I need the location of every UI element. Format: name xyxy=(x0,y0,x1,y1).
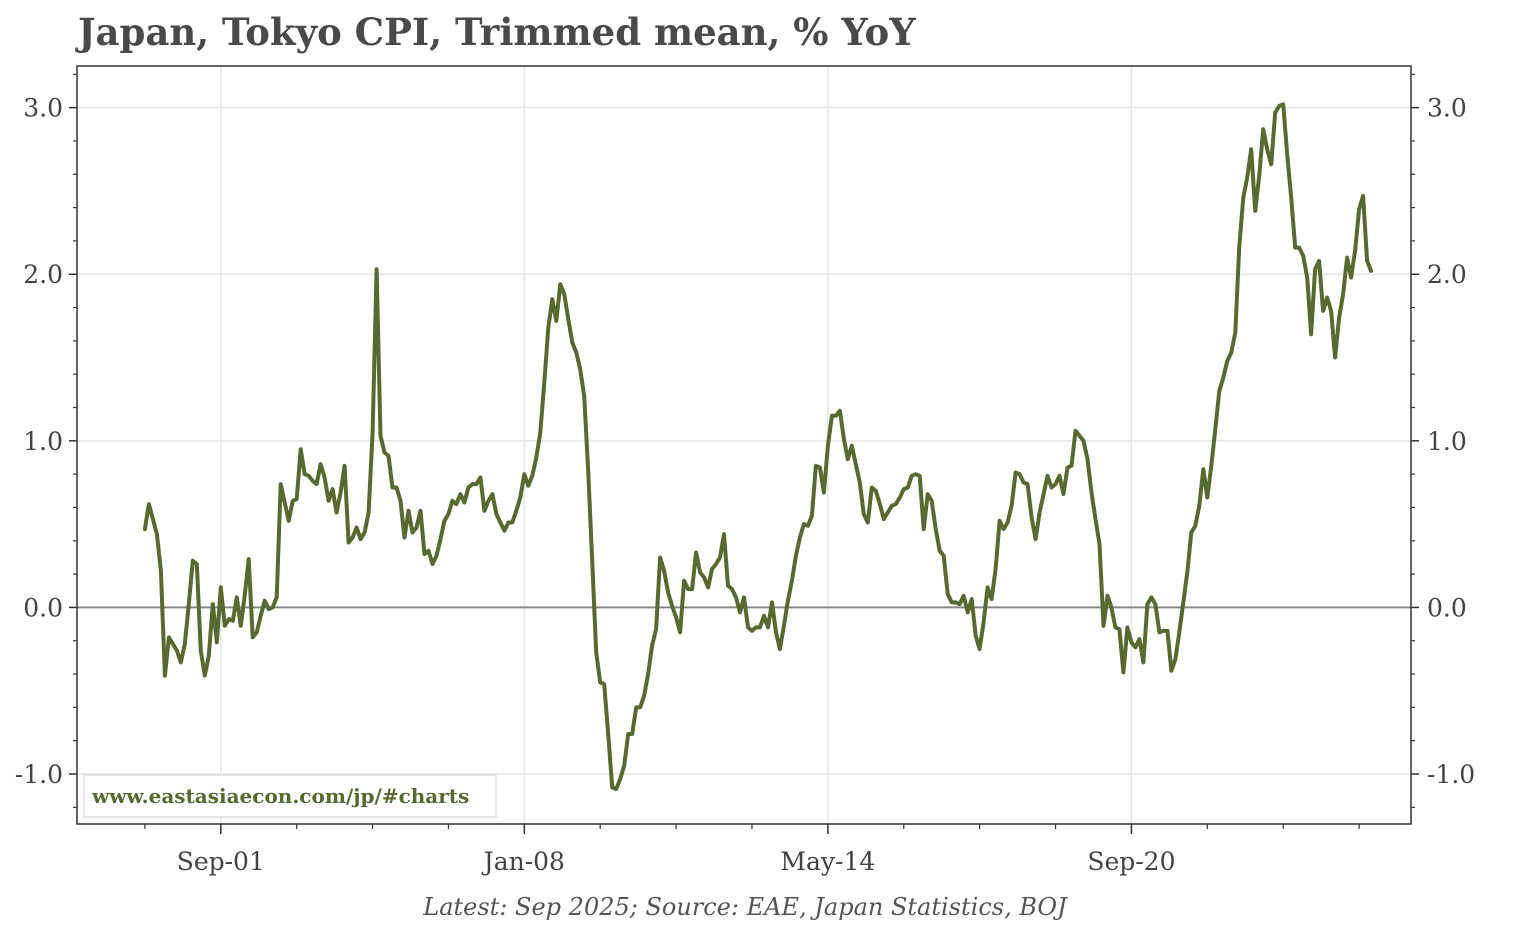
x-tick-label: May-14 xyxy=(780,847,875,876)
y-tick-label-left: 1.0 xyxy=(23,427,63,456)
axis-layer: -1.0 -1.0 0.0 0.0 1.0 1.0 2.0 2.0 3.0 3.0 Sep-01 Ja… xyxy=(15,73,1475,876)
x-tick-label: Sep-01 xyxy=(177,847,265,876)
y-tick-label-right: 1.0 xyxy=(1427,427,1467,456)
chart-title: Japan, Tokyo CPI, Trimmed mean, % YoY xyxy=(78,10,916,54)
y-tick-label-right: 2.0 xyxy=(1427,260,1467,289)
y-tick-label-left: 2.0 xyxy=(23,260,63,289)
y-tick-label-right: 0.0 xyxy=(1427,593,1467,622)
series-line-trimmed-mean xyxy=(142,102,1374,791)
y-tick-label-left: 3.0 xyxy=(23,94,63,123)
watermark-box: www.eastasiaecon.com/jp/#charts xyxy=(83,774,497,818)
y-tick-label-left: 0.0 xyxy=(23,593,63,622)
x-tick-label: Sep-20 xyxy=(1087,847,1175,876)
plot-frame xyxy=(76,65,1412,825)
y-tick-label-right: -1.0 xyxy=(1427,760,1475,789)
y-tick-label-right: 3.0 xyxy=(1427,94,1467,123)
watermark-text: www.eastasiaecon.com/jp/#charts xyxy=(91,784,469,808)
y-tick-label-left: -1.0 xyxy=(15,760,63,789)
grid-layer xyxy=(77,66,1411,824)
source-note: Latest: Sep 2025; Source: EAE, Japan Sta… xyxy=(423,893,1067,921)
x-tick-label: Jan-08 xyxy=(481,847,565,876)
